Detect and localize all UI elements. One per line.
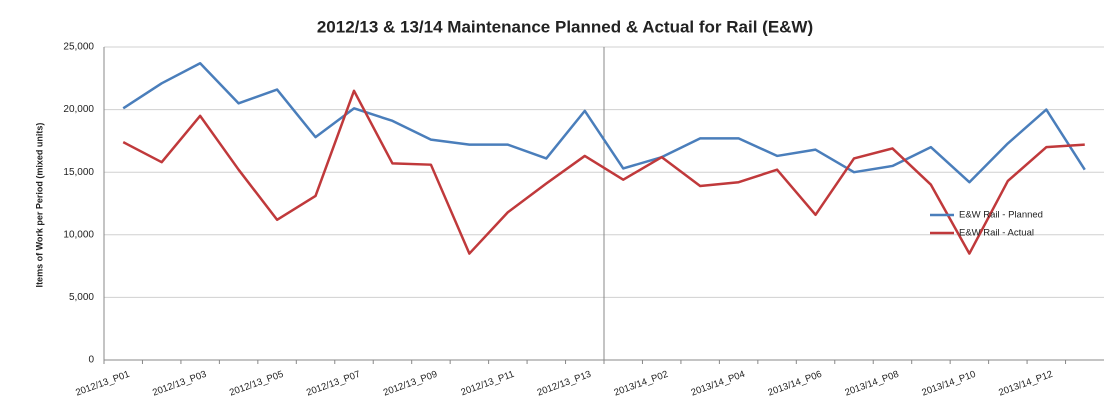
legend-label: E&W Rail - Planned	[959, 210, 1043, 221]
x-tick-label: 2013/14_P12	[997, 369, 1054, 399]
y-tick-label: 5,000	[69, 292, 94, 303]
x-tick-label: 2012/13_P13	[536, 369, 593, 399]
x-tick-label: 2012/13_P09	[382, 369, 439, 399]
x-tick-label: 2013/14_P02	[613, 369, 670, 399]
y-tick-label: 10,000	[63, 229, 94, 240]
x-tick-label: 2013/14_P10	[920, 369, 977, 399]
chart-title: 2012/13 & 13/14 Maintenance Planned & Ac…	[317, 17, 813, 36]
y-axis-label: Items of Work per Period (mixed units)	[34, 123, 44, 288]
x-tick-label: 2013/14_P06	[767, 369, 824, 399]
line-series	[122, 62, 1086, 184]
line-series	[122, 89, 1085, 255]
x-tick-label: 2012/13_P05	[228, 369, 285, 399]
x-tick-label: 2012/13_P07	[305, 369, 362, 399]
y-tick-label: 0	[88, 355, 94, 366]
x-tick-label: 2013/14_P04	[690, 369, 747, 399]
y-tick-label: 25,000	[63, 42, 94, 53]
x-tick-label: 2012/13_P11	[460, 369, 516, 398]
x-tick-label: 2012/13_P01	[74, 369, 131, 399]
x-tick-label: 2012/13_P03	[151, 369, 208, 399]
y-tick-label: 20,000	[63, 104, 94, 115]
legend-label: E&W Rail - Actual	[959, 228, 1034, 239]
x-tick-label: 2013/14_P08	[843, 369, 900, 399]
y-tick-label: 15,000	[63, 167, 94, 178]
